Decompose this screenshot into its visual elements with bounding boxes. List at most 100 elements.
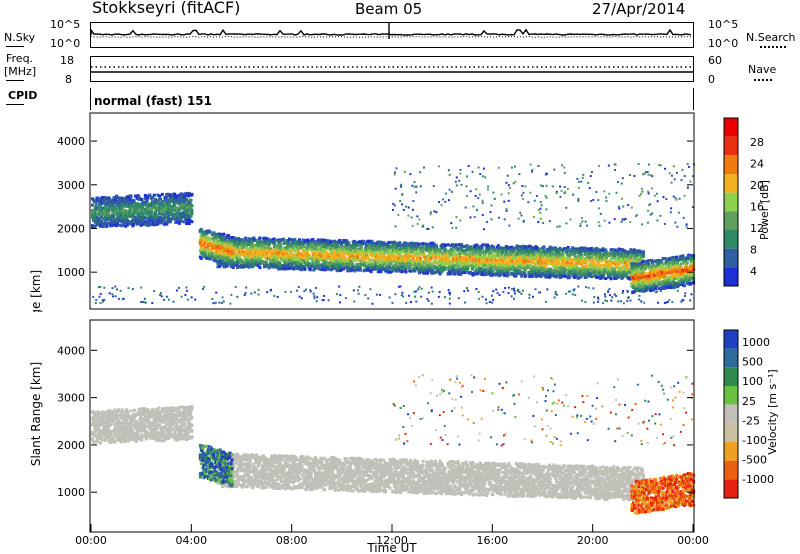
power-cell xyxy=(538,264,542,268)
power-cell xyxy=(528,247,532,251)
power-cell xyxy=(481,295,484,298)
power-cell xyxy=(115,208,119,212)
power-cell xyxy=(186,289,189,292)
power-cell xyxy=(500,255,504,259)
power-cell xyxy=(322,247,326,251)
power-cell xyxy=(382,241,386,245)
power-cell xyxy=(140,223,144,227)
power-cell xyxy=(239,245,243,249)
power-cell xyxy=(458,243,462,247)
power-cell xyxy=(270,260,274,264)
power-cell xyxy=(570,264,574,268)
power-cell xyxy=(529,272,533,276)
power-cell xyxy=(443,243,447,247)
power-cell xyxy=(320,254,324,258)
power-cell xyxy=(357,262,361,266)
power-cell xyxy=(568,275,572,279)
power-cell xyxy=(261,240,265,244)
power-cell xyxy=(503,273,507,277)
power-cell xyxy=(299,259,303,263)
power-cell xyxy=(335,244,339,248)
power-cell xyxy=(464,256,468,260)
power-cell xyxy=(370,259,374,263)
power-cell xyxy=(577,266,581,270)
power-cell xyxy=(354,245,358,249)
power-cell xyxy=(398,285,401,288)
power-cell xyxy=(139,212,143,216)
power-cell xyxy=(531,267,535,271)
power-cell xyxy=(590,271,594,275)
power-cell xyxy=(626,276,630,280)
power-cell xyxy=(536,268,540,272)
power-cell xyxy=(392,244,395,248)
power-cell xyxy=(167,298,170,301)
power-cell xyxy=(323,294,326,297)
power-cell xyxy=(111,287,114,290)
power-cell xyxy=(459,256,463,260)
power-cell xyxy=(352,289,355,292)
power-cell xyxy=(186,298,189,301)
power-cell xyxy=(434,252,438,256)
power-cell xyxy=(220,302,223,305)
power-cell xyxy=(568,290,571,293)
power-cell xyxy=(363,251,367,255)
power-cell xyxy=(538,260,542,264)
power-cell xyxy=(668,299,671,302)
power-cell xyxy=(246,254,250,258)
power-cell xyxy=(605,264,609,268)
power-cell xyxy=(318,241,322,245)
power-cell xyxy=(335,260,339,264)
power-cell xyxy=(288,245,292,249)
power-cell xyxy=(314,254,318,258)
power-cell xyxy=(132,199,136,203)
power-cell xyxy=(474,258,478,262)
power-cell xyxy=(423,254,427,258)
power-cell xyxy=(428,247,432,251)
power-cell xyxy=(142,200,146,204)
power-cell xyxy=(554,246,558,250)
noise-search-label: N.Search xyxy=(746,31,796,44)
power-cell xyxy=(538,291,541,294)
power-cell xyxy=(384,242,388,246)
power-cell xyxy=(287,264,291,268)
power-cell xyxy=(503,253,507,257)
power-cell xyxy=(609,277,613,281)
power-cell xyxy=(563,256,567,260)
power-cell xyxy=(92,295,95,298)
power-cell xyxy=(448,302,451,305)
power-cell xyxy=(326,242,330,246)
power-cell xyxy=(479,245,483,249)
power-cell xyxy=(336,253,340,257)
power-cell xyxy=(463,249,467,253)
power-cell xyxy=(545,269,549,273)
power-cell xyxy=(122,223,126,227)
power-cell xyxy=(572,263,576,267)
power-cell xyxy=(629,299,632,302)
power-cell xyxy=(546,259,550,263)
power-cell xyxy=(104,212,108,216)
power-cell xyxy=(108,196,112,200)
power-cell xyxy=(518,269,522,273)
power-cell xyxy=(126,214,130,218)
power-cell xyxy=(477,262,481,266)
power-cell xyxy=(468,249,472,253)
power-cell xyxy=(584,276,588,280)
power-cell xyxy=(313,297,316,300)
power-cell xyxy=(429,261,433,265)
power-cell xyxy=(618,269,622,273)
power-cell xyxy=(405,252,409,256)
power-cell xyxy=(364,256,368,260)
power-cell xyxy=(420,287,423,290)
power-cell xyxy=(332,256,336,260)
power-cell xyxy=(333,259,337,263)
power-cell xyxy=(513,256,517,260)
power-cell xyxy=(159,293,162,296)
power-cell xyxy=(418,286,421,289)
power-cell xyxy=(441,252,445,256)
power-cell xyxy=(448,265,452,269)
power-cell xyxy=(127,201,131,205)
power-cell xyxy=(574,273,578,277)
power-cell xyxy=(574,270,578,274)
power-cell xyxy=(506,270,510,274)
power-cell xyxy=(617,274,621,278)
